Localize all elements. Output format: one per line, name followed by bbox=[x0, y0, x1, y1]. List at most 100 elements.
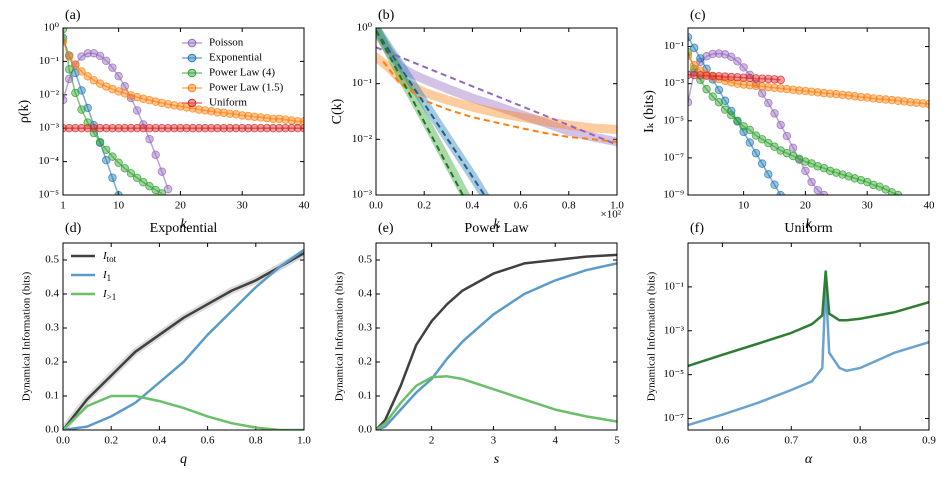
marker bbox=[900, 97, 909, 106]
marker bbox=[200, 106, 210, 115]
marker bbox=[887, 95, 897, 105]
marker bbox=[157, 167, 167, 176]
marker bbox=[219, 123, 228, 133]
marker bbox=[714, 85, 724, 95]
x-tick-label: 0.8 bbox=[562, 200, 576, 212]
marker bbox=[95, 51, 105, 61]
panel-title: Exponential bbox=[150, 221, 218, 236]
marker bbox=[702, 85, 711, 94]
legend-marker bbox=[187, 83, 197, 93]
marker bbox=[225, 123, 235, 133]
axes-frame bbox=[375, 242, 618, 431]
y-tick-label: 10⁻⁷ bbox=[663, 412, 684, 424]
y-tick-label: 0.2 bbox=[45, 356, 59, 368]
marker bbox=[801, 166, 810, 176]
marker bbox=[207, 123, 216, 133]
axes-frame bbox=[62, 27, 305, 196]
series-line bbox=[376, 28, 470, 195]
marker bbox=[813, 88, 822, 97]
x-tick-label: 40 bbox=[924, 200, 936, 212]
marker bbox=[108, 173, 117, 182]
marker bbox=[71, 88, 80, 98]
marker bbox=[764, 98, 773, 108]
y-axis-label: Dynamical Information (bits) bbox=[21, 271, 33, 401]
marker bbox=[64, 123, 74, 133]
x-tick-label: 30 bbox=[237, 200, 249, 212]
panel-label: (c) bbox=[690, 8, 706, 23]
marker bbox=[120, 82, 129, 91]
legend-label: I1 bbox=[102, 269, 111, 284]
marker bbox=[776, 146, 785, 155]
marker bbox=[213, 123, 222, 133]
marker bbox=[145, 134, 154, 144]
marker bbox=[788, 85, 798, 94]
marker bbox=[825, 166, 835, 176]
marker bbox=[733, 79, 742, 88]
panel-label: (a) bbox=[65, 8, 81, 23]
x-tick-label: 0.4 bbox=[153, 435, 167, 447]
marker bbox=[157, 98, 167, 108]
marker bbox=[108, 123, 117, 133]
y-tick-label: 10⁰ bbox=[44, 22, 60, 34]
marker bbox=[163, 184, 173, 194]
y-tick-label: 0.5 bbox=[358, 254, 372, 266]
marker bbox=[708, 71, 717, 81]
marker bbox=[751, 131, 761, 140]
plot-area bbox=[688, 32, 929, 195]
x-tick-label: 3 bbox=[491, 435, 497, 447]
marker bbox=[776, 84, 785, 93]
axes-frame bbox=[687, 242, 930, 431]
legend-marker bbox=[187, 68, 197, 78]
marker bbox=[163, 100, 173, 109]
marker bbox=[126, 91, 136, 100]
marker bbox=[132, 92, 142, 102]
series-line bbox=[63, 248, 304, 430]
marker bbox=[689, 70, 699, 80]
x-tick-label: 0.6 bbox=[201, 435, 215, 447]
x-tick-label: 30 bbox=[862, 200, 874, 212]
x-tick-label: 0.2 bbox=[104, 435, 118, 447]
panel-label: (e) bbox=[378, 221, 394, 236]
y-axis-label: Dynamical Information (bits) bbox=[646, 271, 658, 401]
y-tick-label: 10⁻¹ bbox=[39, 55, 59, 67]
marker bbox=[95, 123, 105, 133]
marker bbox=[77, 86, 86, 95]
marker bbox=[163, 123, 173, 133]
marker bbox=[139, 178, 148, 187]
marker bbox=[801, 157, 810, 166]
y-tick-label: 10⁻² bbox=[352, 133, 373, 145]
marker bbox=[776, 190, 785, 195]
marker bbox=[727, 72, 736, 82]
marker bbox=[244, 123, 253, 133]
x-axis-label: s bbox=[494, 452, 500, 467]
marker bbox=[807, 177, 816, 187]
marker bbox=[238, 111, 247, 120]
marker bbox=[739, 80, 748, 89]
marker bbox=[733, 116, 742, 125]
y-tick-label: 10⁻⁵ bbox=[663, 368, 684, 380]
marker bbox=[157, 189, 167, 195]
y-axis-label: C(k) bbox=[330, 98, 345, 124]
marker bbox=[751, 148, 761, 158]
axes-frame bbox=[687, 27, 930, 196]
series-line bbox=[63, 41, 304, 123]
marker bbox=[151, 185, 160, 195]
y-tick-label: 10⁰ bbox=[357, 22, 373, 34]
marker bbox=[720, 105, 730, 114]
marker bbox=[293, 117, 303, 126]
marker bbox=[83, 49, 92, 58]
y-axis-label: Dynamical Information (bits) bbox=[334, 271, 346, 401]
marker bbox=[696, 66, 705, 75]
x-tick-label: 0.7 bbox=[784, 435, 798, 447]
marker bbox=[893, 96, 903, 105]
marker bbox=[268, 123, 278, 133]
legend-marker bbox=[187, 98, 197, 108]
marker bbox=[207, 107, 216, 116]
marker bbox=[139, 123, 148, 133]
marker bbox=[95, 137, 105, 147]
marker bbox=[157, 123, 167, 133]
marker bbox=[231, 110, 241, 119]
x-tick-label: 0.0 bbox=[369, 200, 383, 212]
marker bbox=[720, 50, 730, 59]
y-tick-label: 10⁻¹ bbox=[664, 280, 684, 292]
